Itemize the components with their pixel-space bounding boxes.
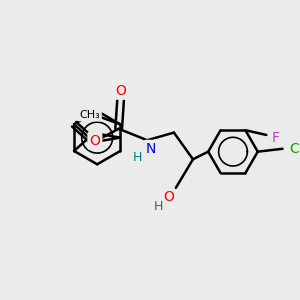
Text: H: H xyxy=(154,200,164,213)
Text: O: O xyxy=(115,84,126,98)
Text: F: F xyxy=(272,131,280,145)
Text: H: H xyxy=(133,151,142,164)
Text: CH₃: CH₃ xyxy=(80,110,100,120)
Text: Cl: Cl xyxy=(289,142,300,156)
Text: O: O xyxy=(163,190,174,204)
Text: N: N xyxy=(146,142,156,156)
Text: O: O xyxy=(89,134,100,148)
